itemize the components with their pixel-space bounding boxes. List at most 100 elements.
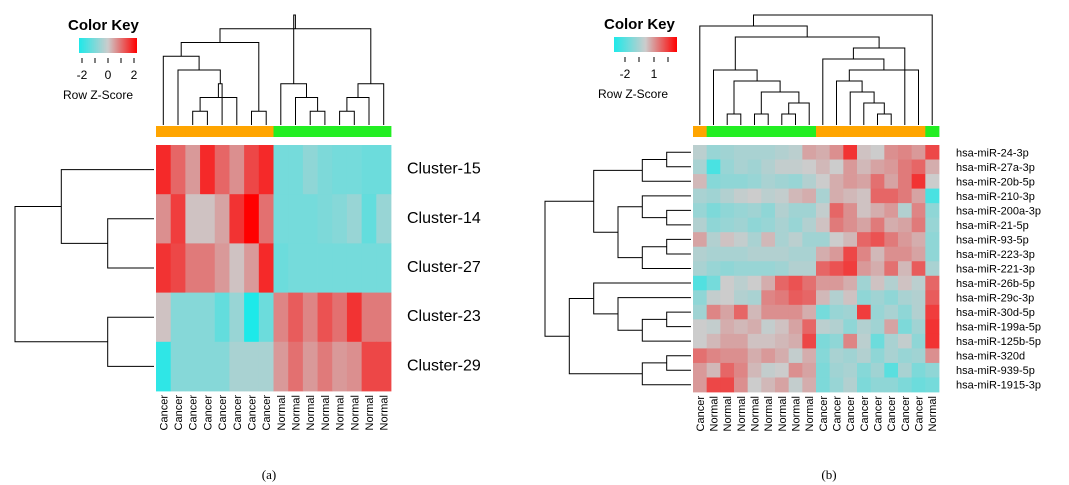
heatmap-cell — [706, 261, 721, 277]
column-label: Cancer — [845, 396, 857, 432]
heatmap-cell — [788, 174, 803, 189]
color-key-b: Color Key -2 1 Row Z-Score — [598, 16, 677, 101]
heatmap-cell — [857, 275, 872, 291]
row-label: Cluster-27 — [407, 259, 481, 276]
heatmap-cell — [857, 246, 872, 262]
heatmap-cell — [911, 174, 926, 189]
heatmap-cell — [761, 232, 776, 248]
heatmap-cell — [925, 232, 940, 248]
heatmap-cell — [870, 290, 885, 306]
heatmap-cell — [747, 377, 762, 393]
group-color-bar-a — [156, 126, 392, 137]
heatmap-cell — [761, 362, 776, 378]
column-label: Cancer — [859, 396, 871, 432]
heatmap-cell — [788, 232, 803, 248]
dendrogram-branch — [666, 151, 691, 168]
heatmap-cell — [857, 232, 872, 248]
heatmap-cell — [244, 194, 260, 244]
column-label: Normal — [349, 395, 361, 430]
group-bar-segment — [747, 126, 762, 137]
heatmap-cell — [843, 319, 858, 335]
heatmap-cell — [693, 145, 708, 160]
dendrogram-branch — [293, 14, 296, 84]
heatmap-cell — [816, 362, 831, 378]
heatmap-cell — [843, 275, 858, 291]
group-bar-segment — [258, 126, 274, 137]
heatmap-cell — [229, 292, 245, 343]
heatmap-cell — [720, 145, 735, 160]
heatmap-cell — [200, 292, 216, 343]
row-label: hsa-miR-221-3p — [956, 264, 1035, 276]
heatmap-cell — [761, 217, 776, 233]
heatmap-cell — [747, 188, 762, 204]
row-label: hsa-miR-21-5p — [956, 220, 1029, 232]
heatmap-cell — [693, 275, 708, 291]
row-labels-b: hsa-miR-24-3p hsa-miR-27a-3p hsa-miR-20b-5… — [956, 147, 1041, 391]
heatmap-cell — [802, 362, 817, 378]
group-bar-segment — [332, 126, 348, 137]
heatmap-cell — [720, 159, 735, 175]
column-label: Normal — [291, 395, 303, 430]
heatmap-cell — [156, 292, 172, 343]
dendrogram-branch — [848, 69, 919, 125]
heatmap-cell — [884, 290, 899, 306]
heatmap-cell — [911, 290, 926, 306]
dendrogram-branch — [753, 14, 933, 125]
row-label: hsa-miR-939-5p — [956, 365, 1035, 377]
heatmap-cell — [816, 377, 831, 393]
group-bar-segment — [884, 126, 899, 137]
heatmap-cell — [706, 275, 721, 291]
column-label: Cancer — [818, 396, 830, 432]
dendrogram-branch — [666, 355, 691, 371]
heatmap-cell — [747, 246, 762, 262]
heatmap-cell — [693, 304, 708, 320]
group-bar-segment — [170, 126, 186, 137]
heatmap-cell — [693, 232, 708, 248]
group-bar-segment — [857, 126, 872, 137]
group-bar-segment — [244, 126, 260, 137]
color-key-a: Color Key -2 0 2 Row Z-Score — [63, 17, 140, 102]
heatmap-cell — [884, 145, 899, 160]
column-label: Cancer — [886, 396, 898, 432]
heatmap-cell — [734, 159, 749, 175]
heatmap-cell — [720, 232, 735, 248]
heatmap-cell — [376, 194, 392, 244]
heatmap-cell — [761, 203, 776, 219]
heatmap-cell — [898, 203, 913, 219]
heatmap-cell — [829, 203, 844, 219]
heatmap-cell — [829, 304, 844, 320]
heatmap-cell — [258, 243, 274, 293]
heatmap-cell — [346, 145, 363, 195]
heatmap-cell — [361, 292, 377, 343]
heatmap-cell — [788, 348, 803, 364]
column-label: Normal — [763, 396, 775, 431]
heatmap-cell — [720, 362, 735, 378]
dendrogram-branch — [617, 206, 643, 259]
heatmap-cell — [706, 145, 721, 160]
heatmap-cell — [802, 217, 817, 233]
heatmap-cell — [802, 377, 817, 393]
heatmap-cell — [761, 377, 776, 393]
heatmap-cell — [361, 145, 377, 195]
heatmap-cell — [720, 203, 735, 219]
heatmap-cell — [898, 348, 913, 364]
heatmap-cell — [829, 348, 844, 364]
dendrogram-branch — [666, 311, 691, 328]
heatmap-cell — [802, 319, 817, 335]
heatmap-cell — [288, 292, 304, 343]
heatmap-cell — [775, 290, 790, 306]
heatmap-cell — [829, 319, 844, 335]
dendrogram-branch — [251, 110, 267, 125]
heatmap-cell — [761, 188, 776, 204]
heatmap-cell — [870, 377, 885, 393]
heatmap-cell — [898, 333, 913, 349]
group-bar-segment — [317, 126, 333, 137]
column-label: Cancer — [217, 395, 229, 431]
heatmap-cell — [761, 304, 776, 320]
row-label: Cluster-14 — [407, 210, 481, 227]
column-dendrogram-a — [162, 14, 385, 125]
heatmap-cell — [229, 194, 245, 244]
heatmap-cell — [843, 290, 858, 306]
heatmap-cell — [816, 261, 831, 277]
heatmap-cell — [911, 362, 926, 378]
